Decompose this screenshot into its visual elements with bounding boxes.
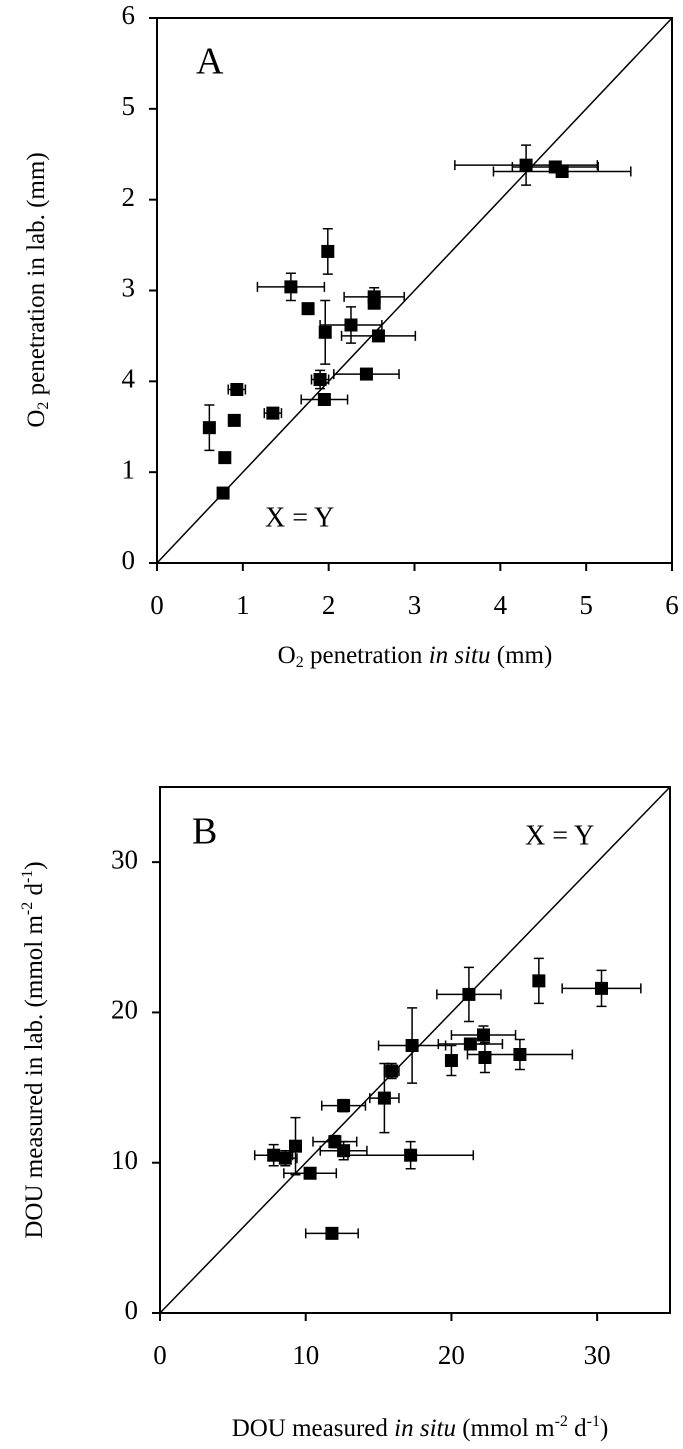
data-point	[337, 1099, 351, 1113]
data-point	[555, 165, 569, 179]
y-tick-label: 3	[122, 273, 136, 303]
x-tick-label: 3	[408, 590, 422, 620]
y-axis-title: DOU measured in lab. (mmol m-2 d-1)	[19, 861, 48, 1238]
data-point	[478, 1051, 492, 1065]
x-tick-label: 1	[236, 590, 250, 620]
y-tick-label: 4	[122, 364, 136, 394]
x-tick-label: 0	[153, 1340, 167, 1370]
x-axis-title: O2 penetration in situ (mm)	[278, 642, 553, 671]
data-point	[367, 296, 381, 310]
data-point	[337, 1144, 351, 1158]
y-axis-title-part: )	[21, 861, 48, 869]
y-tick-label: 20	[111, 995, 138, 1025]
data-point	[284, 280, 298, 294]
x-tick-label: 30	[584, 1340, 611, 1370]
data-point	[321, 244, 335, 258]
y-tick-label: 30	[111, 844, 138, 874]
data-point	[404, 1148, 418, 1162]
x-axis-title: DOU measured in situ (mmol m-2 d-1)	[232, 1413, 609, 1442]
annotation: X = Y	[265, 502, 334, 533]
data-point	[344, 318, 358, 332]
panel-label: B	[192, 811, 217, 853]
data-point	[318, 325, 332, 339]
y-axis-title-part: -1	[19, 870, 36, 883]
y-tick-label: 2	[122, 182, 136, 212]
data-point	[278, 1151, 292, 1165]
data-point	[303, 1166, 317, 1180]
data-point	[385, 1064, 399, 1078]
y-axis-title-part: -2	[19, 902, 36, 915]
data-point	[266, 406, 280, 420]
y-axis-title-part: d	[21, 883, 48, 902]
x-axis-title-part: -1	[587, 1413, 600, 1430]
data-point	[317, 393, 331, 406]
x-axis-title-part: DOU measured	[232, 1415, 394, 1442]
y-axis-title-part: O	[23, 410, 50, 428]
data-point	[405, 1038, 419, 1052]
data-point	[377, 1091, 391, 1105]
data-point	[301, 302, 315, 316]
data-point	[202, 421, 216, 435]
y-tick-label: 6	[122, 0, 136, 30]
data-point	[313, 373, 327, 387]
data-point	[218, 451, 232, 465]
x-tick-label: 5	[579, 590, 593, 620]
data-point	[359, 367, 373, 381]
data-point	[595, 981, 609, 995]
data-point	[519, 158, 533, 172]
x-axis-title-part: in situ	[429, 642, 491, 669]
y-tick-label: 10	[111, 1145, 138, 1175]
y-tick-label: 5	[122, 91, 136, 121]
data-point	[325, 1226, 339, 1240]
panel-label: A	[196, 41, 224, 83]
x-tick-label: 10	[292, 1340, 319, 1370]
y-axis-title-part: DOU measured in lab. (mmol m	[21, 915, 48, 1239]
x-axis-title-part: O	[278, 642, 296, 669]
y-axis-title-part: 2	[35, 402, 52, 410]
data-point	[532, 974, 546, 988]
x-axis-title-part: penetration	[304, 642, 429, 669]
x-axis-title-part: (mm)	[491, 642, 553, 669]
data-point	[476, 1028, 490, 1042]
x-axis-title-part: -2	[555, 1413, 568, 1430]
x-axis-title-part: (mmol m	[456, 1415, 555, 1442]
x-axis-title-part: )	[600, 1415, 608, 1442]
data-point	[513, 1048, 527, 1062]
data-point	[463, 1037, 477, 1051]
plot-frame	[159, 786, 671, 1314]
y-tick-label: 1	[122, 454, 136, 484]
data-point	[289, 1139, 303, 1153]
data-point	[371, 329, 385, 343]
identity-line	[156, 17, 673, 564]
x-axis-title-part: d	[568, 1415, 587, 1442]
y-axis-title: O2 penetration in lab. (mm)	[23, 152, 52, 427]
x-tick-label: 20	[438, 1340, 465, 1370]
y-axis-title-part: penetration in lab. (mm)	[23, 152, 50, 401]
x-tick-label: 2	[322, 590, 336, 620]
x-tick-label: 0	[150, 590, 164, 620]
data-point	[227, 413, 241, 427]
x-axis-title-part: in situ	[394, 1415, 456, 1442]
data-point	[216, 486, 230, 500]
x-tick-label: 6	[665, 590, 679, 620]
annotation: X = Y	[525, 820, 594, 851]
data-point	[462, 987, 476, 1001]
y-tick-label: 0	[122, 545, 136, 575]
x-tick-label: 4	[494, 590, 508, 620]
y-tick-label: 0	[125, 1295, 139, 1325]
data-point	[230, 383, 244, 397]
data-point	[444, 1054, 458, 1068]
x-axis-title-part: 2	[296, 654, 304, 671]
